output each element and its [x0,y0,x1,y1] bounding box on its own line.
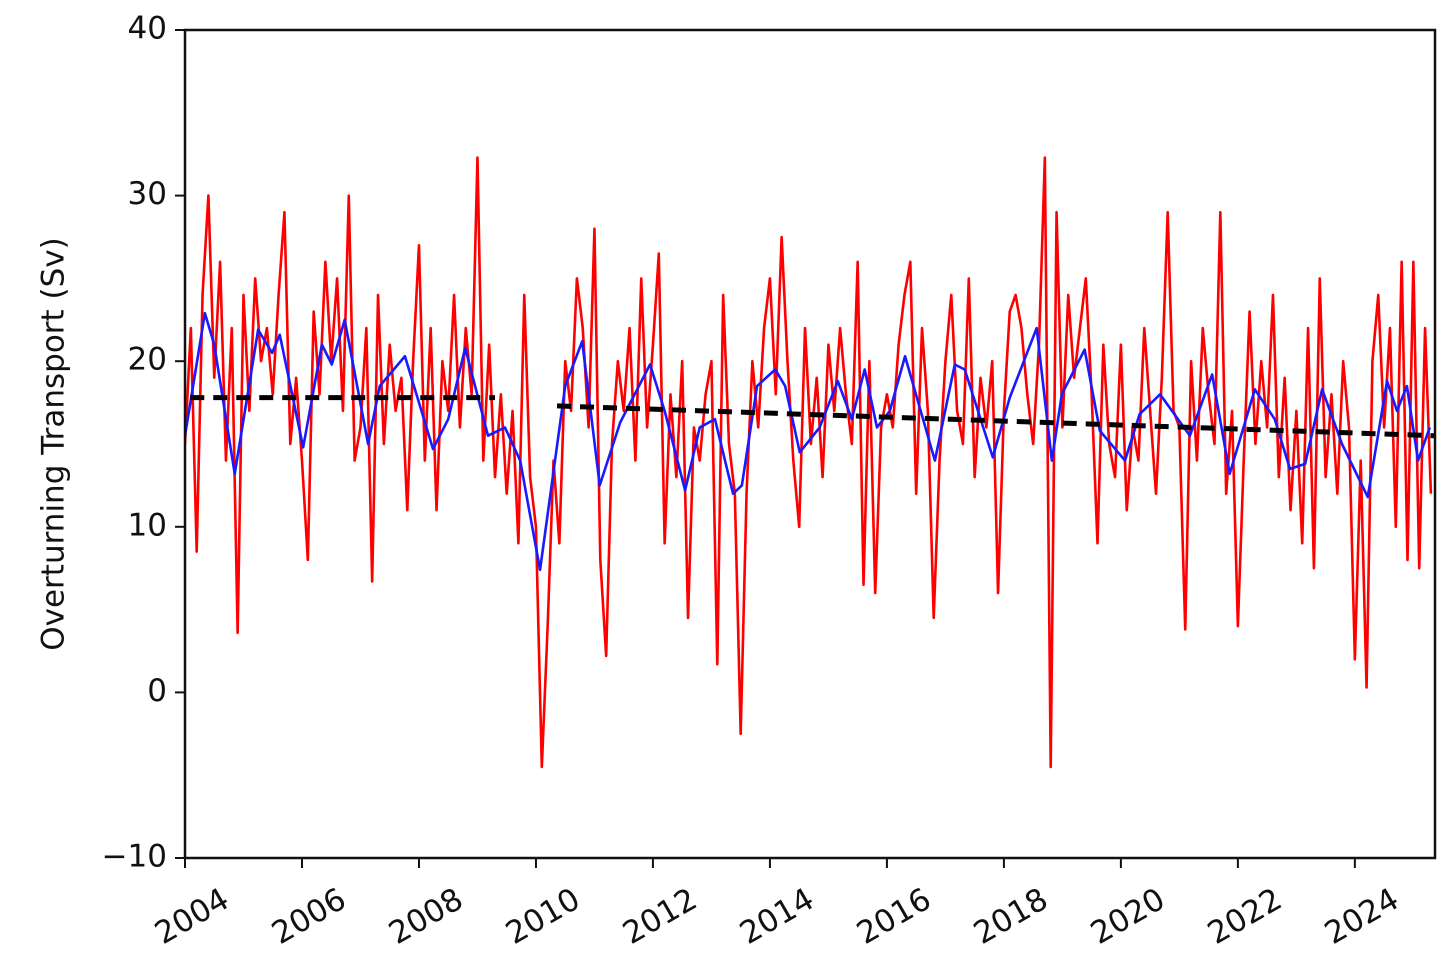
x-tick-label: 2018 [968,881,1054,952]
x-tick-label: 2024 [1319,881,1405,952]
y-tick-label: 0 [147,673,167,709]
x-tick-label: 2008 [383,881,469,952]
x-tick-label: 2020 [1085,881,1171,952]
x-tick-label: 2022 [1202,881,1288,952]
series-line [190,395,1435,439]
y-tick-label: 20 [128,342,167,378]
series-line [185,311,1431,572]
x-tick-label: 2014 [734,881,820,952]
x-tick-label: 2004 [149,881,235,952]
y-tick-label: 30 [128,176,167,212]
y-axis-label: Overturning Transport (Sv) [36,237,72,651]
x-tick-label: 2012 [617,881,703,952]
y-tick-label: −10 [102,839,167,875]
x-tick-label: 2006 [266,881,352,952]
y-tick-label: 40 [128,11,167,47]
series-line [185,156,1433,769]
plot-frame [183,28,1437,860]
y-tick-label: 10 [128,507,167,543]
x-tick-label: 2016 [851,881,937,952]
x-tick-label: 2010 [500,881,586,952]
